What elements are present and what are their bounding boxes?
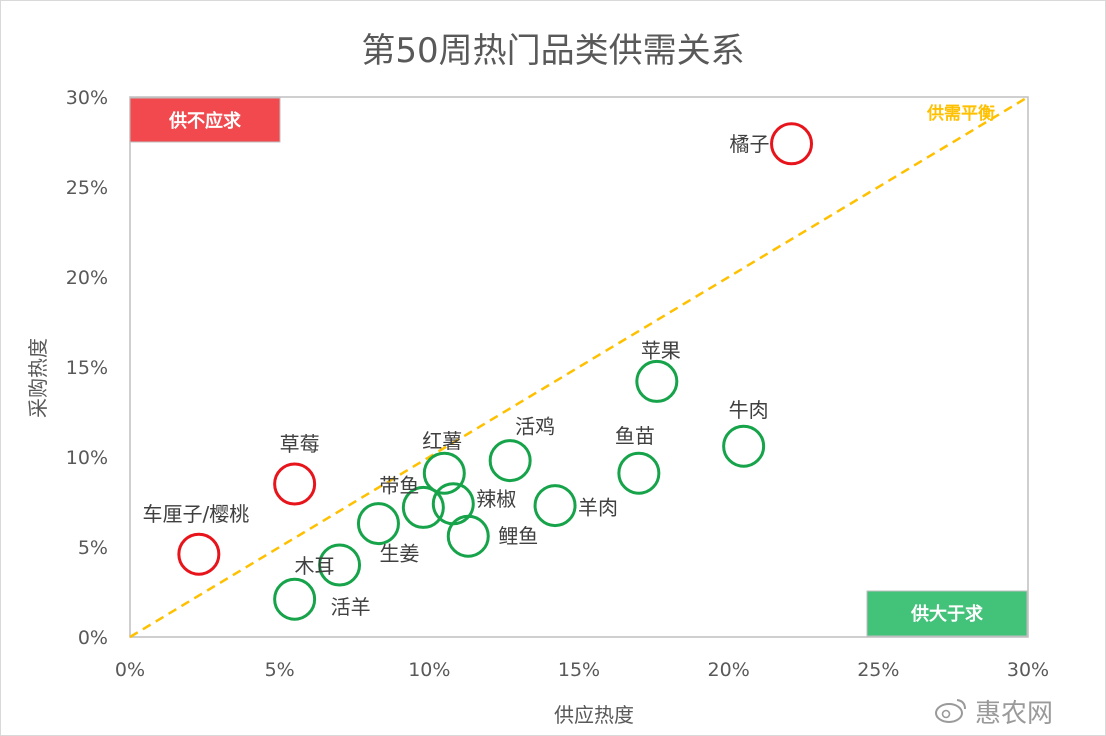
point-label: 鱼苗 xyxy=(615,424,655,448)
x-tick-label: 20% xyxy=(708,659,750,681)
point-label: 牛肉 xyxy=(729,398,769,422)
supply-exceeds-demand-label: 供大于求 xyxy=(910,603,984,625)
x-tick-label: 15% xyxy=(558,659,600,681)
point-label: 带鱼 xyxy=(379,473,419,497)
scatter-point xyxy=(273,462,317,506)
x-axis-label: 供应热度 xyxy=(554,703,634,727)
x-tick-label: 30% xyxy=(1007,659,1049,681)
scatter-point xyxy=(273,577,317,621)
watermark-text: 惠农网 xyxy=(975,699,1053,729)
data-points xyxy=(177,122,814,621)
point-label: 辣椒 xyxy=(476,487,516,511)
balance-label: 供需平衡 xyxy=(926,103,995,124)
point-label: 红薯 xyxy=(422,429,462,453)
scatter-point xyxy=(446,514,490,558)
y-tick-label: 10% xyxy=(66,447,108,469)
y-axis-label: 采购热度 xyxy=(26,338,50,418)
x-tick-label: 25% xyxy=(857,659,899,681)
point-label: 草莓 xyxy=(280,432,320,456)
scatter-point xyxy=(422,451,466,495)
scatter-point xyxy=(177,532,221,576)
x-tick-label: 0% xyxy=(115,659,145,681)
point-label: 木耳 xyxy=(295,554,335,578)
y-tick-label: 30% xyxy=(66,87,108,109)
plot-area xyxy=(129,96,1029,638)
point-label: 苹果 xyxy=(641,338,681,362)
scatter-point xyxy=(356,502,400,546)
demand-exceeds-supply-label: 供不应求 xyxy=(168,110,242,132)
y-tick-label: 25% xyxy=(66,177,108,199)
x-axis-ticks: 0% 5% 10% 15% 20% 25% 30% xyxy=(115,659,1049,681)
balance-line xyxy=(129,95,1029,639)
x-tick-label: 10% xyxy=(408,659,450,681)
point-label: 活鸡 xyxy=(515,415,555,439)
scatter-point xyxy=(401,485,445,529)
point-label: 车厘子/樱桃 xyxy=(142,502,249,526)
scatter-point xyxy=(770,122,814,166)
point-label: 橘子 xyxy=(730,132,770,156)
y-tick-label: 20% xyxy=(66,267,108,289)
y-tick-label: 0% xyxy=(78,627,108,649)
scatter-point xyxy=(533,484,577,528)
y-tick-label: 5% xyxy=(78,537,108,559)
demand-exceeds-supply-box xyxy=(129,97,281,143)
weibo-icon xyxy=(935,699,966,723)
scatter-point xyxy=(617,451,661,495)
y-tick-label: 15% xyxy=(66,357,108,379)
x-tick-label: 5% xyxy=(265,659,295,681)
watermark: 惠农网 xyxy=(935,699,1053,729)
scatter-point xyxy=(635,359,679,403)
point-label: 羊肉 xyxy=(578,496,618,520)
y-axis-ticks: 0% 5% 10% 15% 20% 25% 30% xyxy=(66,87,108,649)
point-label: 鲤鱼 xyxy=(498,524,538,548)
point-label: 活羊 xyxy=(331,595,371,619)
scatter-point xyxy=(488,439,532,483)
chart-title: 第50周热门品类供需关系 xyxy=(361,31,744,71)
supply-exceeds-demand-box xyxy=(866,590,1028,637)
point-label: 生姜 xyxy=(379,542,419,566)
scatter-point xyxy=(722,424,766,468)
scatter-point xyxy=(318,543,362,587)
